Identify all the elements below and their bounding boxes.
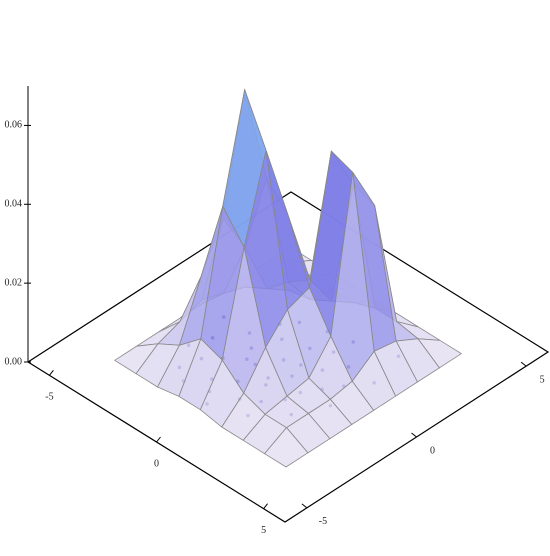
z-tick-label: 0.00: [5, 356, 23, 367]
y-tick-label: -5: [319, 516, 327, 527]
x-tick: [49, 370, 54, 376]
y-tick: [520, 361, 527, 367]
x-tick: [156, 436, 161, 443]
z-tick-label: 0.06: [5, 120, 23, 131]
x-tick-label: 5: [261, 525, 266, 536]
y-tick-label: 5: [540, 374, 545, 385]
y-tick-label: 0: [430, 445, 435, 456]
x-tick-label: 0: [154, 458, 159, 469]
y-tick: [301, 503, 308, 509]
surface-patch: [263, 427, 309, 468]
z-tick-label: 0.04: [5, 199, 23, 210]
y-tick: [411, 432, 417, 438]
x-tick: [263, 503, 268, 509]
z-tick-label: 0.02: [5, 277, 23, 288]
x-tick-label: -5: [45, 392, 53, 403]
